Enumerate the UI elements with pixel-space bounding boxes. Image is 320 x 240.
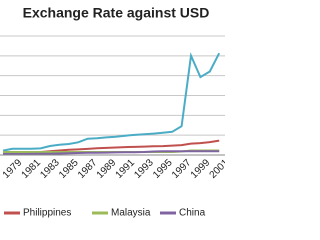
page: Exchange Rate against USD 1979 1981 1983 19… [0,4,232,219]
x-tick-label: 1997 [170,157,194,181]
x-tick-label: 1987 [76,157,100,181]
x-tick-label: 1993 [132,157,156,181]
chart-title: Exchange Rate against USD [23,5,210,21]
x-tick-label: 1995 [151,157,175,181]
legend-label: Malaysia [111,208,151,219]
series-line [3,150,220,155]
legend-label: Philippines [23,208,71,219]
x-tick-label: 1979 [1,157,25,181]
series-line [2,52,221,152]
x-tick-label: 1985 [57,157,81,181]
x-tick-label: 2001 [208,157,225,181]
legend-label: China [179,208,206,219]
x-tick-label: 1999 [189,157,213,181]
x-tick-label: 1989 [95,157,119,181]
chart: Exchange Rate against USD 19791981198319… [0,5,231,219]
x-tick-label: 1981 [20,157,44,181]
x-tick-label: 1983 [38,157,62,181]
x-tick-label: 1991 [114,157,138,181]
